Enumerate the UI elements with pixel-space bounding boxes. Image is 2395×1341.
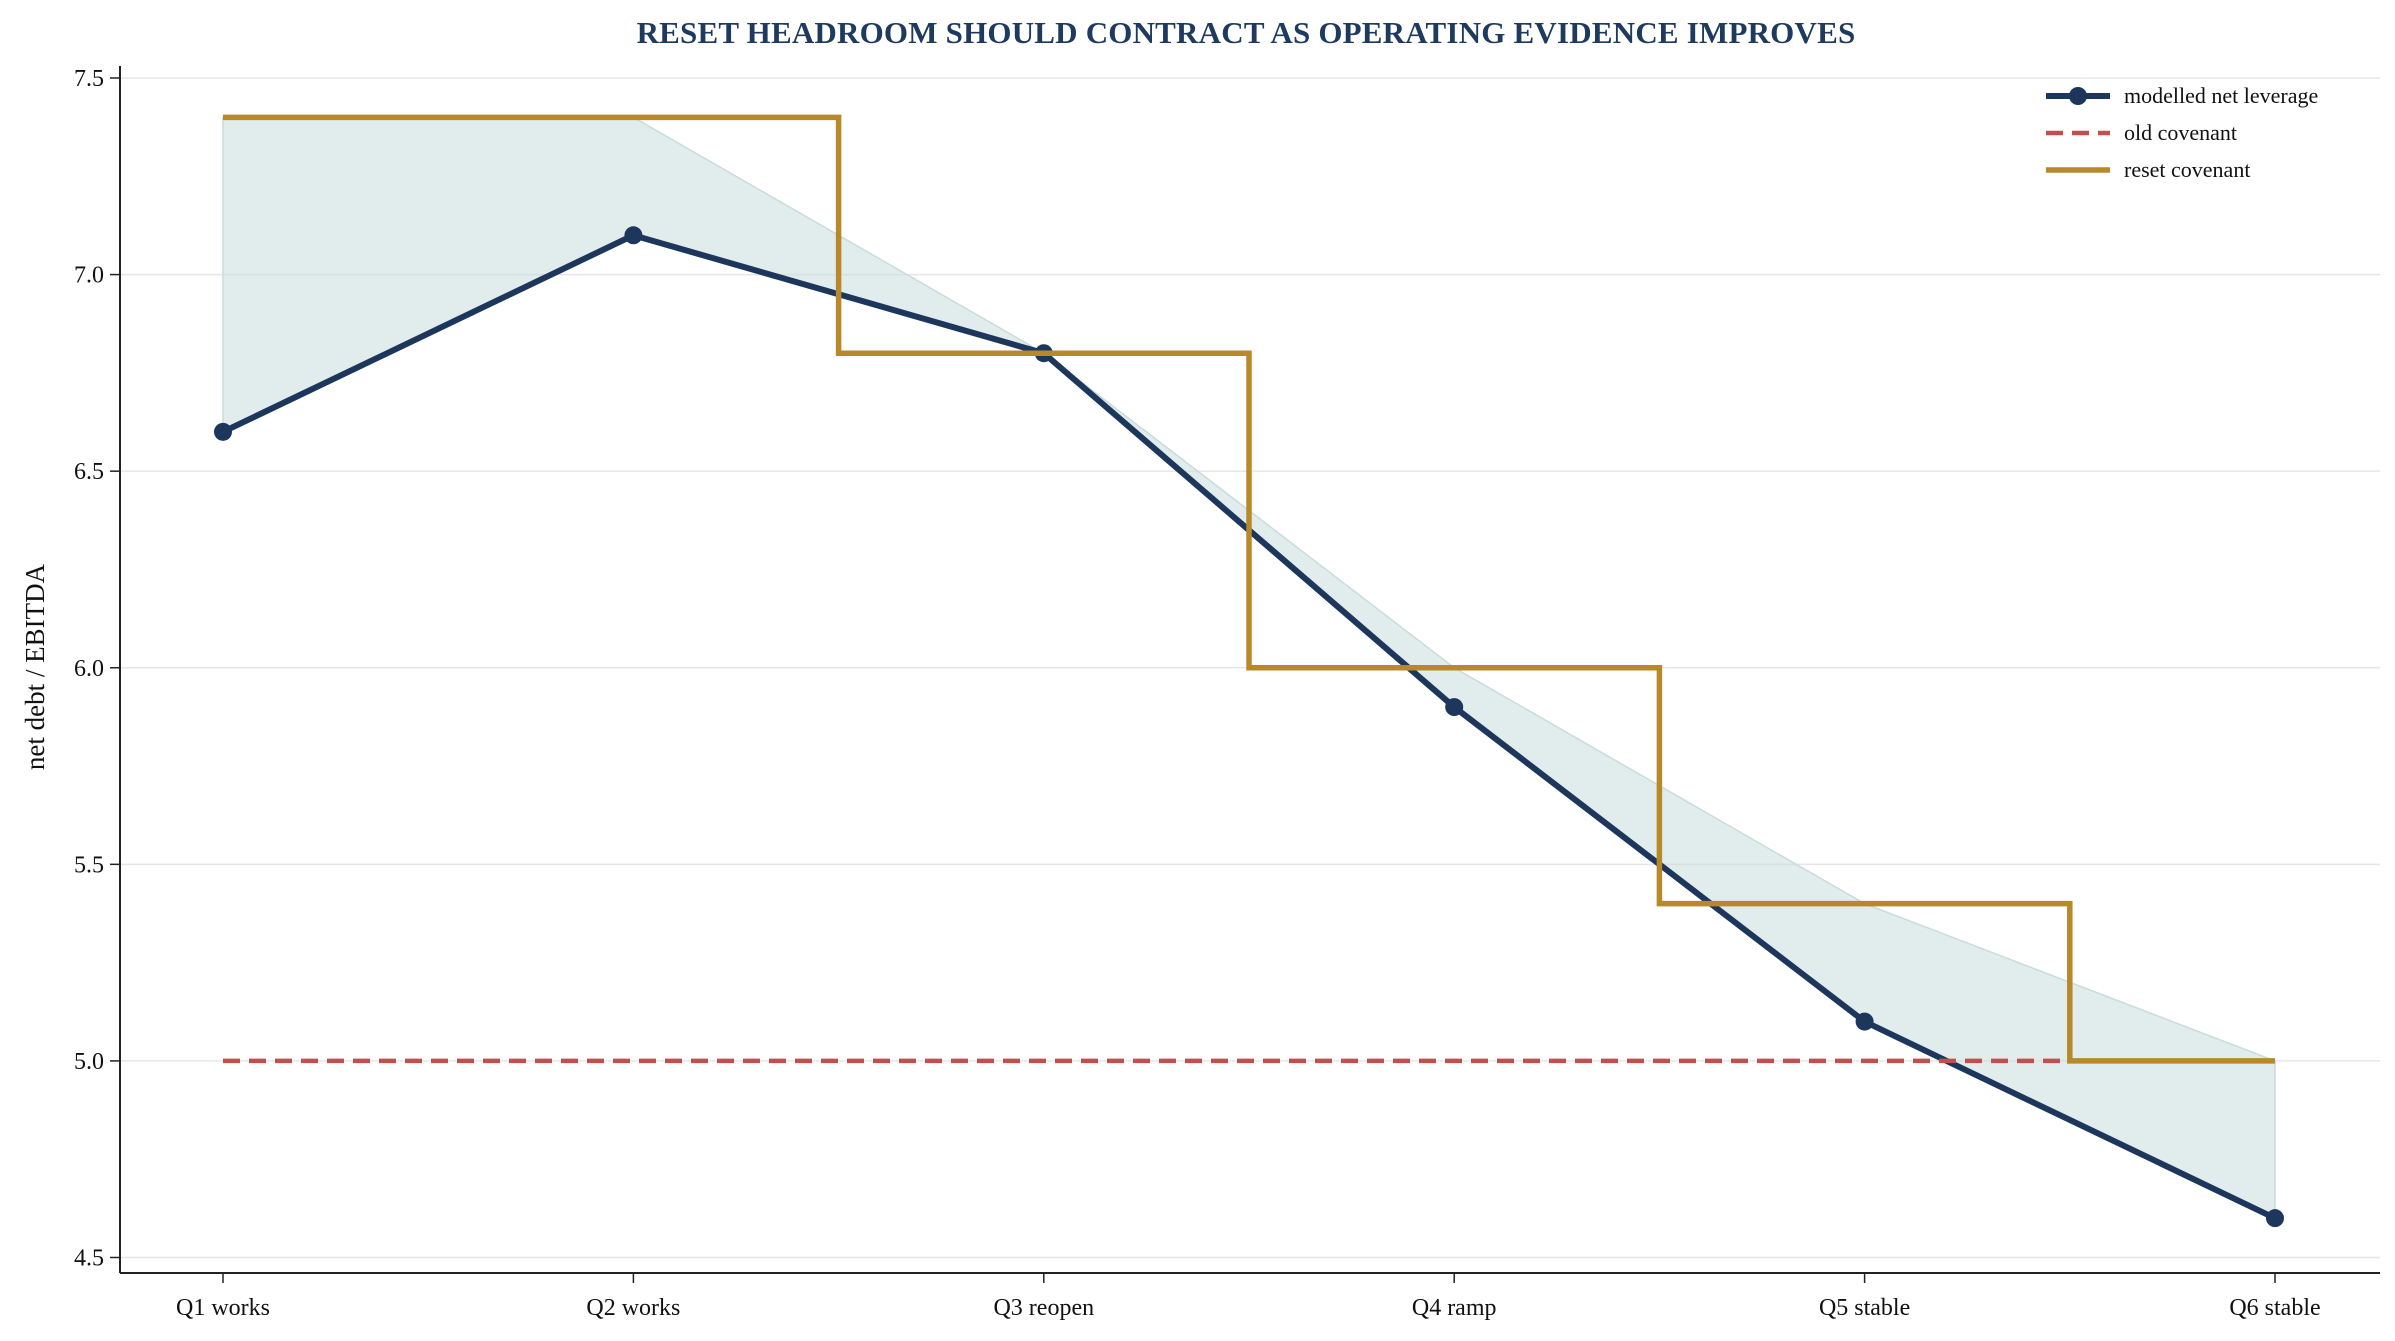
x-tick-label: Q6 stable (2229, 1295, 2320, 1321)
reset-covenant-line (223, 114, 2275, 1064)
y-tick-label: 7.5 (74, 66, 104, 92)
y-tick-label: 5.0 (74, 1049, 104, 1075)
modelled-leverage-point (214, 422, 232, 441)
series-lines (214, 114, 2284, 1228)
axes (110, 66, 2380, 1283)
y-tick-label: 4.5 (74, 1246, 104, 1272)
modelled-leverage-point (1855, 1012, 1874, 1031)
modelled-leverage-point (624, 226, 643, 245)
x-tick-label: Q3 reopen (993, 1295, 1094, 1321)
modelled-leverage-point (1445, 698, 1464, 717)
x-tick-label: Q2 works (586, 1295, 680, 1321)
y-tick-label: 6.5 (74, 459, 104, 485)
legend-label: modelled net leverage (2124, 83, 2318, 108)
legend-label: reset covenant (2124, 157, 2250, 182)
chart-title: RESET HEADROOM SHOULD CONTRACT AS OPERAT… (637, 15, 1856, 50)
x-tick-label: Q5 stable (1819, 1295, 1910, 1321)
legend-marker-modelled-leverage (2069, 87, 2087, 105)
modelled-leverage-point (2266, 1209, 2284, 1228)
y-axis-label: net debt / EBITDA (20, 563, 50, 770)
legend: modelled net leverage old covenant reset c… (2046, 83, 2318, 182)
x-tick-label: Q1 works (176, 1295, 270, 1321)
y-tick-label: 6.0 (74, 656, 104, 682)
y-tick-label: 7.0 (74, 263, 104, 289)
legend-label: old covenant (2124, 120, 2237, 145)
tick-labels: 4.5 5.0 5.5 6.0 6.5 7.0 7.5 Q1 works Q2 works Q3 … (74, 66, 2321, 1321)
x-tick-label: Q4 ramp (1412, 1295, 1497, 1321)
y-tick-label: 5.5 (74, 852, 104, 878)
